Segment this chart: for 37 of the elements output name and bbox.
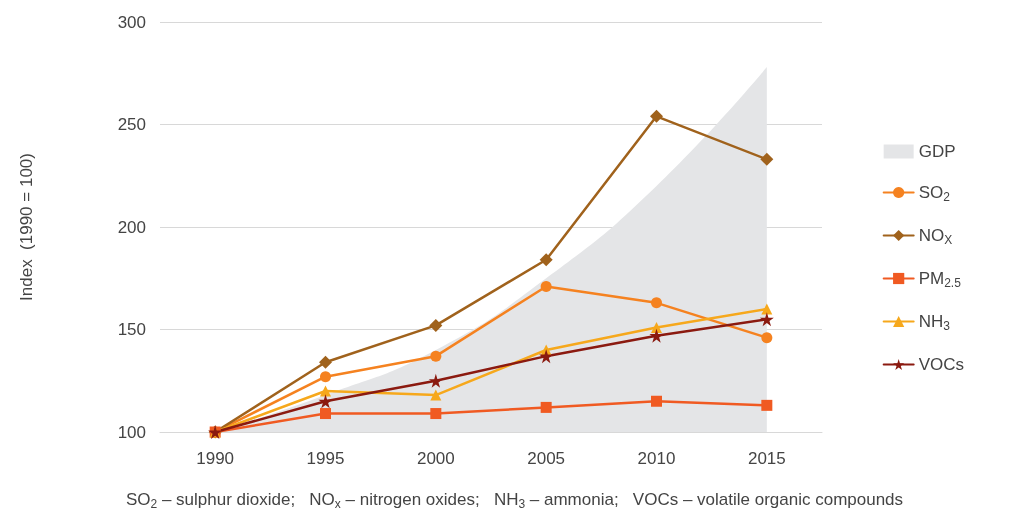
- point: [761, 303, 773, 315]
- point: [650, 109, 663, 123]
- x-tick-label: 2005: [527, 449, 566, 468]
- y-tick-label: 200: [117, 217, 146, 237]
- point: [430, 389, 442, 401]
- point: [761, 399, 773, 411]
- point: [651, 395, 662, 407]
- x-tick-label: 2010: [637, 449, 676, 468]
- y-tick-label: 300: [117, 12, 146, 32]
- point: [430, 408, 442, 420]
- point: [761, 332, 773, 344]
- point: [651, 321, 662, 333]
- point: [319, 355, 332, 369]
- y-tick-label: 150: [117, 320, 146, 339]
- point: [540, 280, 552, 292]
- x-tick-label: 1990: [196, 449, 235, 468]
- point: [759, 312, 774, 327]
- point: [320, 371, 331, 383]
- point: [320, 385, 331, 397]
- legend-label: GDP: [918, 142, 956, 161]
- point: [539, 349, 554, 364]
- point: [429, 318, 443, 332]
- point: [760, 152, 774, 166]
- y-tick-label: 250: [117, 115, 146, 134]
- point: [430, 350, 442, 362]
- point: [428, 373, 443, 388]
- point: [318, 394, 333, 409]
- legend-label: VOCs: [918, 355, 964, 374]
- point: [540, 401, 552, 413]
- y-axis-title: Index (1990 = 100): [17, 153, 36, 301]
- point: [320, 408, 331, 420]
- point: [651, 297, 662, 309]
- y-tick-label: 100: [117, 422, 146, 442]
- x-tick-label: 1995: [306, 449, 345, 468]
- point: [539, 253, 553, 267]
- x-tick-label: 2015: [747, 449, 786, 468]
- x-tick-label: 2000: [416, 449, 455, 468]
